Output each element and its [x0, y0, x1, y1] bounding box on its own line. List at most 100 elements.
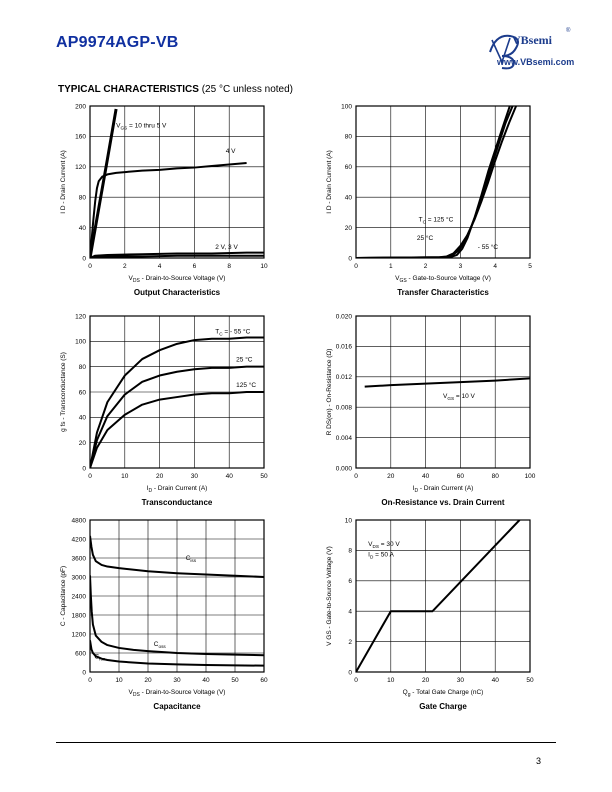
x-tick-label: 0	[88, 263, 92, 270]
x-axis-label: Qg - Total Gate Charge (nC)	[403, 689, 484, 698]
x-tick-label: 10	[260, 263, 268, 270]
x-tick-label: 50	[231, 677, 239, 684]
x-tick-label: 4	[493, 263, 497, 270]
x-tick-label: 30	[191, 473, 199, 480]
x-axis-label: VGS - Gate-to-Source Voltage (V)	[395, 275, 491, 284]
curve-label: ID = 50 A	[368, 551, 394, 559]
curve-label-main: C	[186, 555, 191, 562]
x-axis-label-sub: DS	[133, 278, 141, 284]
x-axis-label-rest: - Drain-to-Source Voltage (V)	[140, 275, 226, 282]
y-tick-label: 6	[348, 578, 352, 585]
chart-title: Transconductance	[142, 498, 213, 507]
curve-label: 125 °C	[236, 381, 256, 389]
y-tick-label: 10	[345, 518, 353, 524]
x-axis-label-main: V	[395, 275, 400, 282]
chart-title: Gate Charge	[419, 702, 467, 711]
curve-label-sub: rss	[99, 657, 106, 662]
y-tick-label: 20	[345, 225, 353, 232]
x-tick-label: 4	[158, 263, 162, 270]
curve-label: TC = - 55 °C	[215, 328, 250, 337]
y-tick-label: 200	[75, 104, 86, 110]
x-axis-label-sub: D	[148, 488, 152, 494]
x-tick-label: 5	[528, 263, 532, 270]
y-tick-label: 0.000	[336, 465, 353, 472]
y-tick-label: 60	[79, 389, 87, 396]
x-axis-label-main: I	[147, 485, 149, 492]
x-tick-label: 60	[457, 473, 465, 480]
website-link[interactable]: www.VBsemi.com	[497, 57, 575, 67]
curve-label-sub: C	[219, 332, 223, 337]
curve-label: 4 V	[226, 148, 236, 155]
x-tick-label: 10	[121, 473, 129, 480]
y-axis-label: I D - Drain Current (A)	[60, 150, 67, 214]
y-tick-label: 3000	[72, 574, 87, 581]
page-number: 3	[536, 756, 542, 766]
curve-label-main: T	[215, 329, 219, 336]
x-tick-label: 20	[422, 677, 430, 684]
x-axis-label-sub: DS	[133, 692, 141, 698]
curve-label-main: - 55 °C	[478, 243, 499, 251]
footer-divider	[56, 742, 556, 743]
x-tick-label: 0	[354, 263, 358, 270]
x-axis-label: ID - Drain Current (A)	[147, 485, 208, 494]
brand-name: VBsemi	[512, 33, 552, 47]
chart-title: Transfer Characteristics	[397, 288, 489, 297]
curve-label-rest: = 10 V	[454, 393, 475, 400]
y-tick-label: 1200	[72, 631, 87, 638]
x-tick-label: 50	[260, 473, 268, 480]
x-axis-label: ID - Drain Current (A)	[413, 485, 474, 494]
x-tick-label: 20	[156, 473, 164, 480]
on-resistance-chart: 0 20 40 60 80 100 0.000 0.004 0.008 0.012 0.016 0.0…	[326, 314, 536, 507]
x-axis-label-sub: g	[408, 692, 411, 698]
curve-label-sub: GS	[120, 125, 127, 130]
y-tick-label: 4200	[72, 536, 87, 543]
curve-label-rest: = 125 °C	[426, 216, 454, 224]
y-tick-label: 160	[75, 134, 86, 141]
curve-label-rest: = 10 thru 5 V	[127, 122, 167, 129]
y-axis-label: R DS(on) - On-Resistance (Ω)	[326, 349, 333, 436]
y-tick-label: 120	[75, 314, 86, 320]
series-line-0	[90, 535, 264, 578]
section-title-note: (25 °C unless noted)	[198, 84, 293, 95]
curve-label-main: 4 V	[226, 148, 236, 155]
series-line-1	[90, 365, 264, 468]
y-tick-label: 100	[341, 104, 352, 110]
x-tick-label: 8	[227, 263, 231, 270]
curve-label-sub: GS	[447, 396, 454, 401]
curve-label: Ciss	[186, 555, 197, 563]
chart-title: On-Resistance vs. Drain Current	[381, 498, 504, 507]
curve-label-sub: C	[423, 220, 427, 225]
y-tick-label: 0	[82, 465, 86, 472]
x-tick-label: 0	[88, 473, 92, 480]
x-tick-label: 60	[260, 677, 268, 684]
y-tick-label: 3600	[72, 555, 87, 562]
series-line-0	[90, 336, 264, 468]
plot-frame	[89, 105, 265, 259]
curve-label-main: C	[94, 654, 99, 661]
x-tick-label: 3	[459, 263, 463, 270]
y-tick-label: 120	[75, 164, 86, 171]
curve-label-main: 25 °C	[417, 234, 434, 242]
curve-label-sub: oss	[159, 644, 167, 649]
x-axis-label-main: V	[129, 275, 134, 282]
x-axis-label-rest: - Drain Current (A)	[418, 485, 473, 492]
series-line-0	[356, 106, 518, 258]
curve-label: TC = 125 °C	[419, 216, 454, 225]
series-line-3	[90, 254, 264, 258]
x-axis-label-rest: - Drain-to-Source Voltage (V)	[140, 689, 226, 696]
y-tick-label: 0	[348, 669, 352, 676]
series-line-2	[90, 391, 264, 468]
x-axis-label-rest: - Drain Current (A)	[152, 485, 207, 492]
curve-label-main: C	[154, 641, 159, 648]
y-tick-label: 40	[79, 225, 87, 232]
y-tick-label: 0.004	[336, 435, 353, 442]
curve-label-main: 2 V, 3 V	[215, 244, 238, 251]
y-tick-label: 80	[79, 364, 87, 371]
curve-label: Coss	[154, 641, 167, 649]
curve-label-main: I	[368, 551, 370, 558]
curve-label-rest: = 50 A	[373, 551, 394, 558]
x-axis-label-rest: - Total Gate Charge (nC)	[410, 689, 483, 696]
chart-title: Output Characteristics	[134, 288, 221, 297]
curve-label: VDS = 30 V	[368, 541, 400, 549]
